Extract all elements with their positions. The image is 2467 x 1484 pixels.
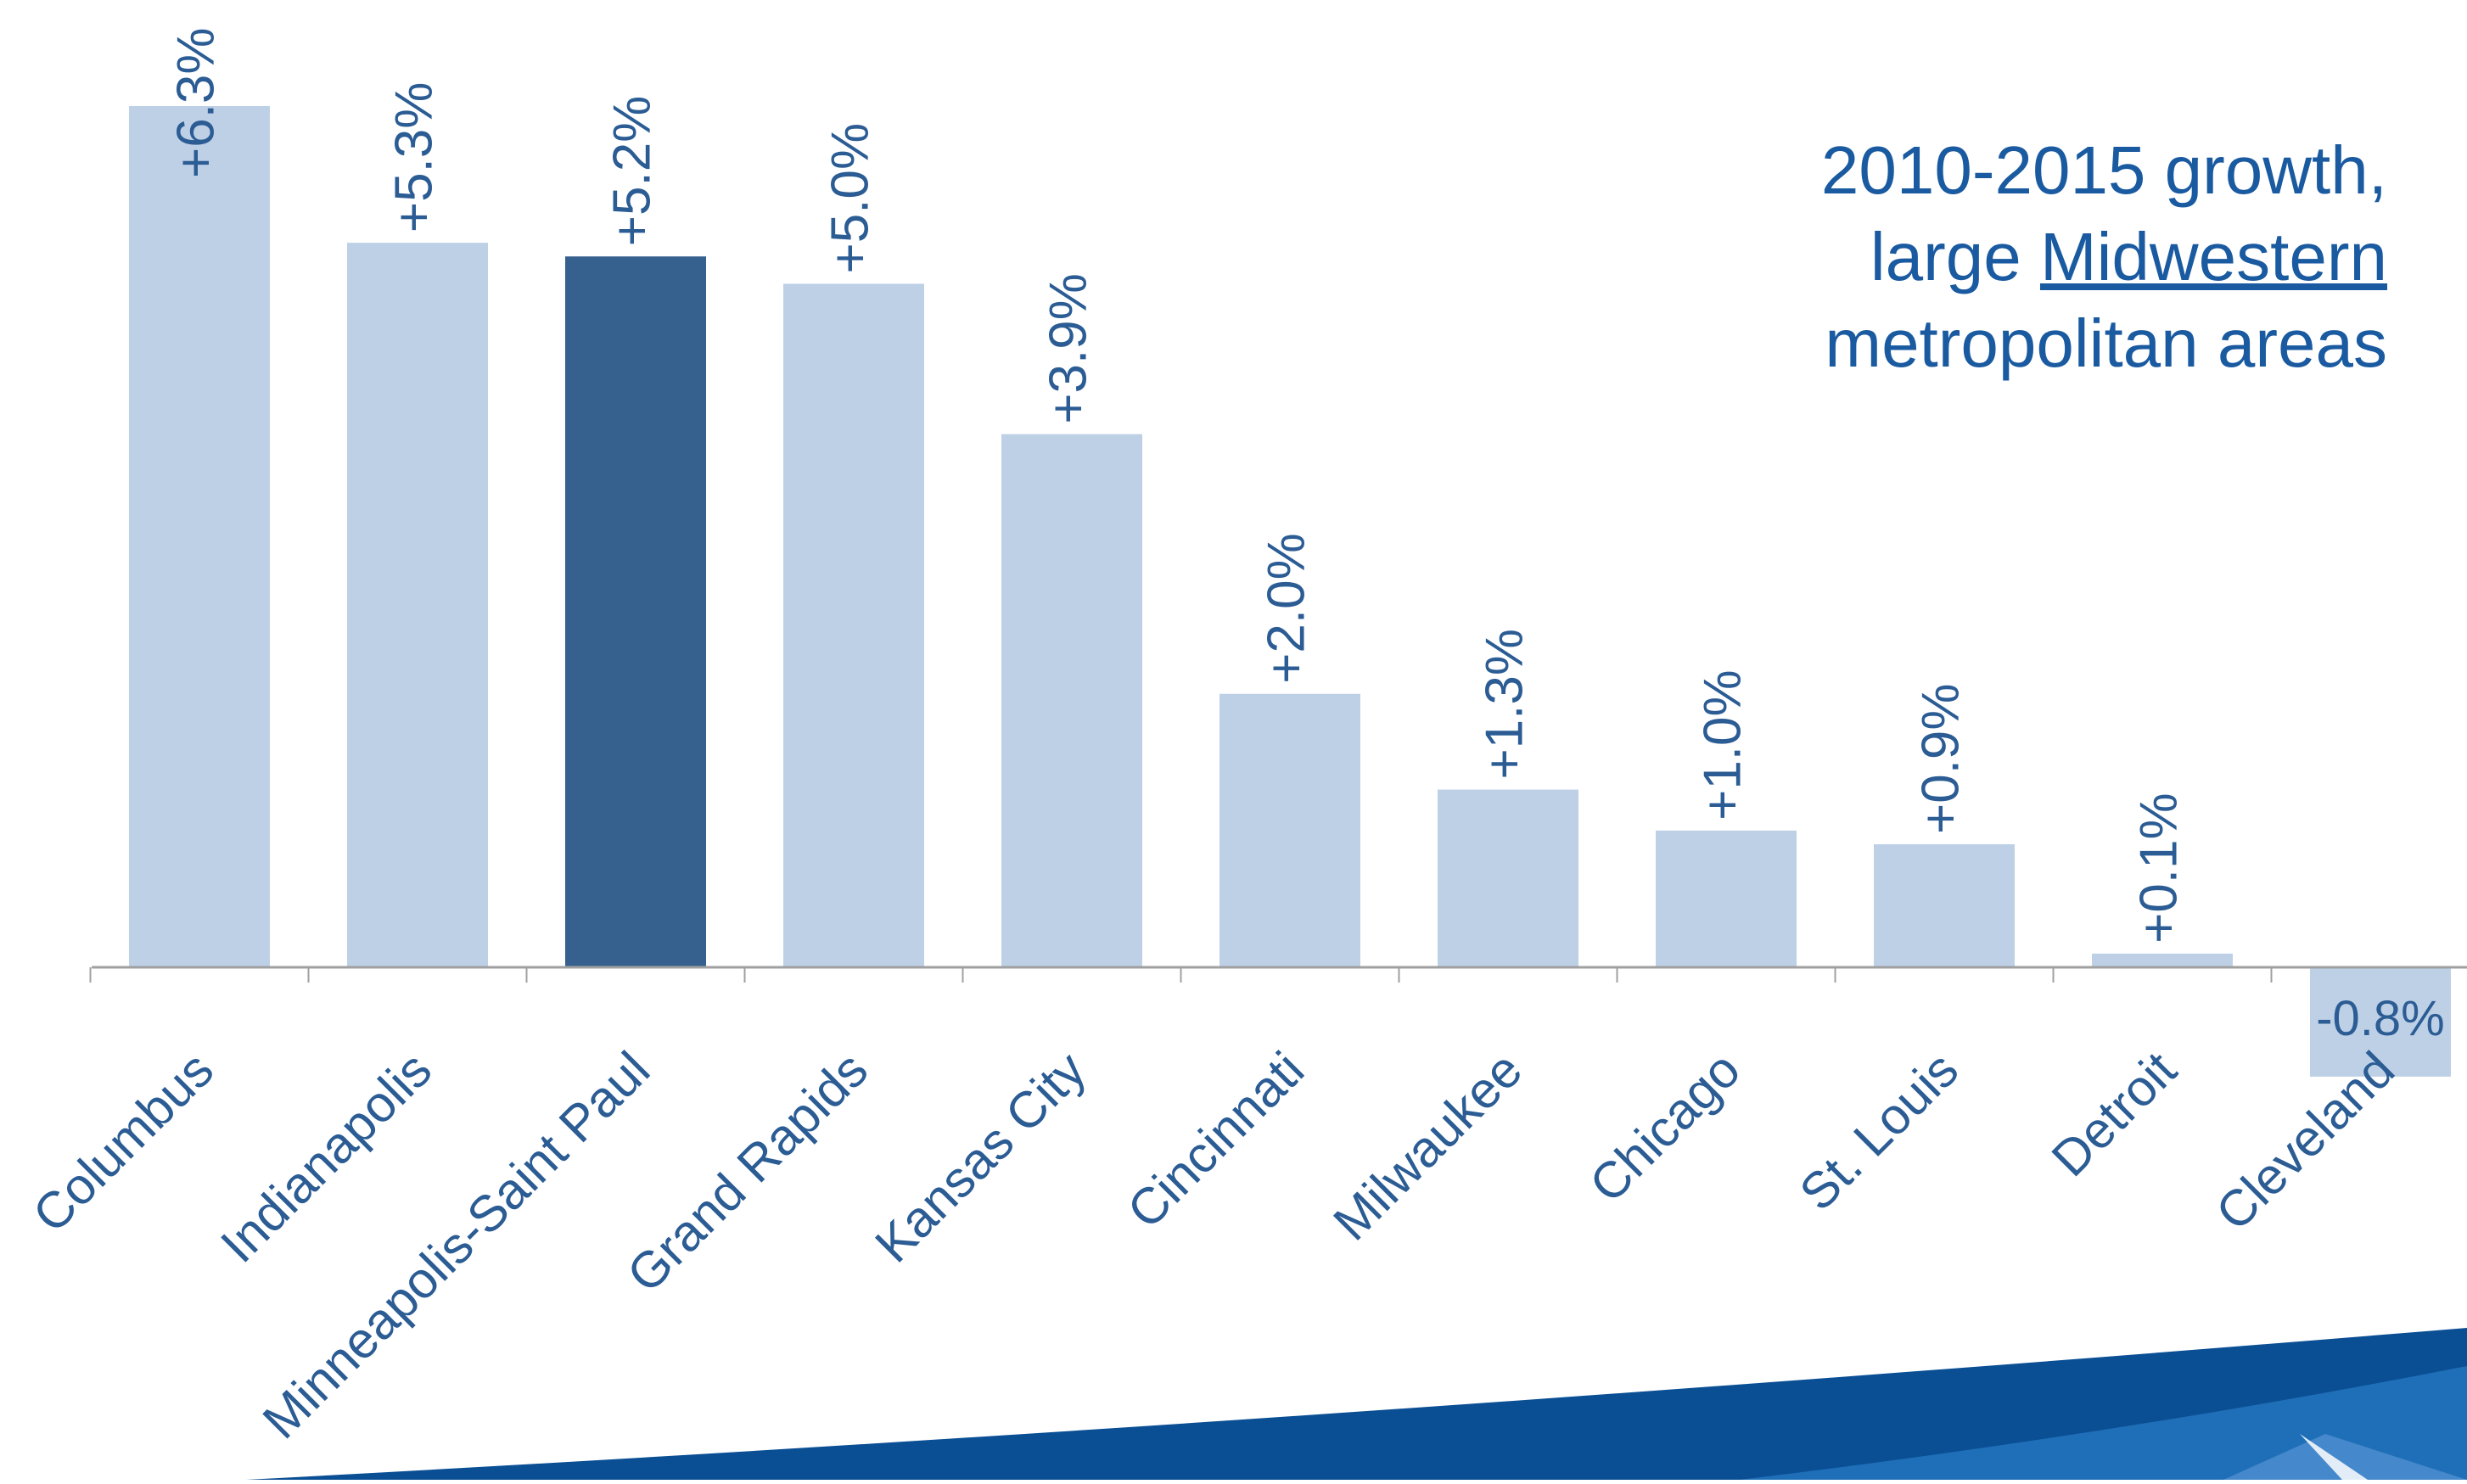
data-label-10: -0.8%: [2316, 991, 2445, 1046]
data-label-3: +5.0%: [821, 123, 879, 274]
data-label-7: +1.0%: [1693, 669, 1752, 820]
data-label-5: +2.0%: [1257, 533, 1315, 684]
category-label-8: St. Louis: [1789, 1041, 1969, 1221]
title-line-2: large Midwestern: [1539, 214, 2387, 300]
bar-6: [1438, 790, 1578, 967]
category-label-2: Minneapolis-Saint Paul: [252, 1041, 660, 1449]
chart-title: 2010-2015 growth, large Midwestern metro…: [1539, 127, 2387, 387]
bar-4: [1001, 434, 1142, 967]
category-label-10: Cleveland: [2205, 1041, 2405, 1241]
data-label-4: +3.9%: [1039, 273, 1097, 424]
x-axis: [91, 967, 2467, 983]
category-label-7: Chicago: [1578, 1041, 1751, 1213]
category-label-4: Kansas City: [864, 1041, 1096, 1274]
data-label-6: +1.3%: [1475, 629, 1533, 780]
category-label-0: Columbus: [22, 1041, 224, 1243]
decorative-swoosh: [246, 1328, 2467, 1480]
category-label-5: Cincinnati: [1117, 1041, 1315, 1240]
title-line-3: metropolitan areas: [1539, 300, 2387, 387]
data-label-2: +5.2%: [603, 96, 661, 247]
bar-1: [347, 243, 488, 967]
bar-0: [129, 106, 270, 967]
data-label-8: +0.9%: [1911, 683, 1970, 834]
category-label-9: Detroit: [2041, 1041, 2188, 1188]
bar-9: [2092, 954, 2233, 967]
category-label-6: Milwaukee: [1322, 1041, 1533, 1252]
bar-8: [1874, 844, 2015, 967]
data-label-9: +0.1%: [2129, 792, 2188, 944]
bar-7: [1656, 831, 1797, 967]
title-line-2-prefix: large: [1870, 219, 2040, 294]
title-line-1: 2010-2015 growth,: [1539, 127, 2387, 214]
bar-2: [565, 256, 706, 967]
title-emphasis: Midwestern: [2040, 219, 2387, 294]
bar-3: [783, 283, 924, 967]
bar-5: [1219, 694, 1360, 967]
data-label-1: +5.3%: [384, 82, 443, 233]
category-label-1: Indianapolis: [210, 1041, 442, 1274]
data-label-0: +6.3%: [166, 27, 225, 178]
